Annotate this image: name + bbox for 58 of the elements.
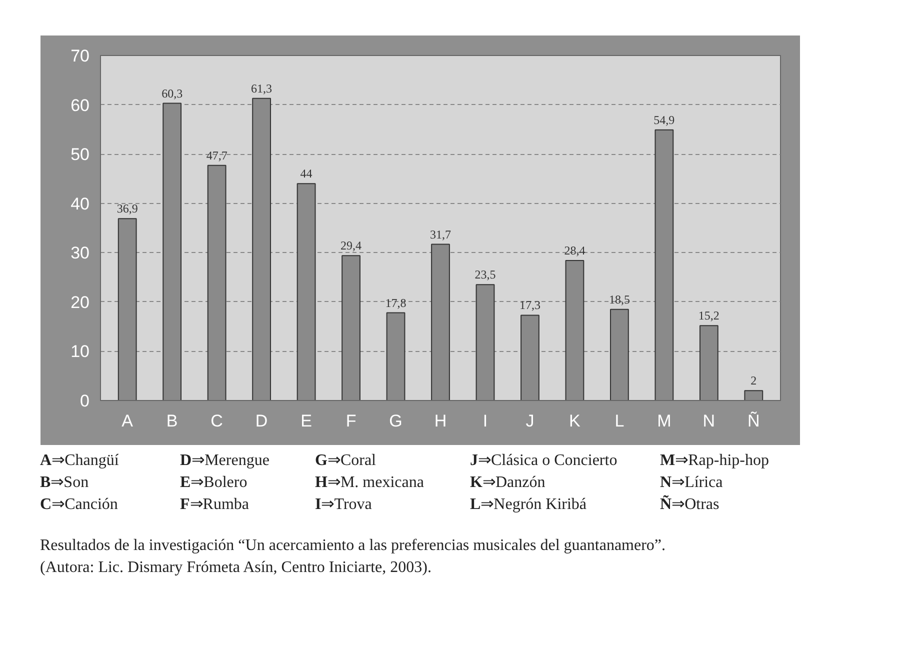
text: N⇒Lírica	[660, 473, 724, 493]
text: J⇒Clásica o Concierto	[470, 451, 618, 471]
text: Ñ⇒Otras	[660, 494, 720, 515]
x-tick-label: Ñ	[748, 412, 760, 430]
x-tick-label: A	[122, 412, 134, 430]
x-tick-label: D	[255, 412, 268, 430]
y-tick-label: 20	[70, 292, 90, 312]
y-tick-label: 40	[70, 194, 90, 214]
text: Resultados de la investigación “Un acercamiento a las preferencias musicales del guantanamero”.	[40, 536, 666, 556]
bar	[744, 390, 764, 400]
x-tick-label: L	[614, 412, 624, 430]
y-tick-label: 30	[70, 244, 90, 263]
data-label: 15,2	[698, 308, 720, 323]
x-tick-label: H	[434, 412, 447, 430]
x-tick-label: I	[482, 412, 488, 430]
x-tick-label: E	[300, 412, 312, 430]
x-tick-label: N	[702, 412, 716, 430]
text: A⇒Changüí	[40, 451, 120, 471]
data-label: 44	[300, 166, 312, 181]
y-tick-label: 70	[70, 46, 90, 66]
data-label: 60,3	[162, 86, 183, 100]
data-label: 23,5	[474, 268, 496, 282]
text: L⇒Negrón Kiribá	[470, 495, 588, 515]
x-tick-label: J	[526, 412, 534, 430]
text: B⇒Son	[40, 473, 90, 493]
x-tick-label: F	[346, 412, 356, 430]
y-tick-label: 0	[80, 392, 90, 410]
text: (Autora: Lic. Dismary Frómeta Asín, Centro Iniciarte, 2003).	[40, 558, 432, 578]
x-tick-label: K	[569, 412, 582, 430]
x-tick-label: B	[166, 412, 178, 430]
text: H⇒M. mexicana	[315, 473, 425, 493]
text: K⇒Danzón	[470, 473, 546, 493]
data-label: 28,4	[564, 244, 586, 258]
y-tick-label: 10	[70, 342, 90, 362]
data-label: 18,5	[608, 292, 630, 306]
x-tick-label: G	[389, 412, 402, 430]
data-label: 29,4	[340, 238, 362, 253]
x-tick-label: C	[210, 412, 223, 430]
data-label: 47,7	[206, 148, 228, 162]
text: M⇒Rap-hip-hop	[660, 451, 770, 471]
x-tick-label: M	[657, 412, 672, 430]
text: I⇒Trova	[315, 495, 373, 515]
text: E⇒Bolero	[180, 473, 248, 493]
text: G⇒Coral	[315, 451, 377, 471]
data-label: 31,7	[430, 227, 451, 242]
data-label: 36,9	[116, 202, 138, 216]
text: F⇒Rumba	[180, 495, 250, 515]
text: C⇒Canción	[40, 495, 119, 515]
bar	[520, 314, 540, 400]
y-tick-label: 60	[70, 96, 90, 115]
data-label: 54,9	[654, 112, 675, 127]
data-label: 17,3	[519, 298, 540, 312]
text: D⇒Merengue	[180, 451, 270, 471]
data-label: 2	[750, 374, 757, 388]
y-tick-label: 50	[70, 145, 90, 164]
data-label: 61,3	[251, 81, 272, 96]
data-label: 17,8	[385, 296, 406, 310]
bar	[162, 102, 182, 400]
